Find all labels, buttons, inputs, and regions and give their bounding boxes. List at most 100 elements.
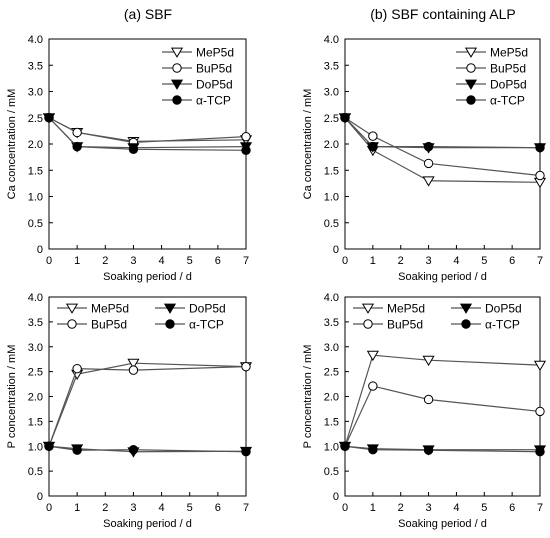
y-tick-label: 3.0 [28, 87, 43, 99]
x-tick-label: 5 [187, 502, 193, 514]
x-tick-label: 7 [243, 255, 249, 267]
series-4-line [48, 445, 247, 453]
x-tick-label: 3 [130, 255, 136, 267]
series-1-point [422, 355, 435, 367]
legend-marker [65, 303, 79, 314]
series-4-point [423, 445, 434, 455]
legend-marker [466, 63, 476, 73]
series-1-line [344, 117, 541, 183]
series-4-point [368, 141, 378, 152]
y-tick-label: 3.0 [324, 342, 339, 354]
x-tick-label: 7 [537, 255, 543, 267]
y-tick-label: 2.5 [324, 367, 339, 379]
series-2-point [241, 361, 251, 372]
x-tick-label: 2 [102, 255, 108, 267]
series-4-point [535, 447, 545, 457]
legend-label: DoP5d [196, 78, 233, 92]
y-tick-label: 3.0 [324, 87, 339, 99]
series-2-line [48, 117, 247, 144]
y-tick-label: 4.0 [324, 292, 339, 304]
series-2-point [128, 365, 139, 375]
series-2-line [344, 385, 541, 447]
series-4-point [535, 142, 545, 153]
legend-marker [67, 319, 77, 329]
series-4-point [241, 447, 251, 457]
chart-panel-2: 0 0.5 1.0 1.5 2.0 2.5 3.0 3.5 4.0 0 1 2 3 4 5 6 7 Soaking… [302, 34, 547, 283]
y-tick-label: 1.0 [28, 441, 43, 453]
x-tick-label: 6 [215, 255, 221, 267]
legend-marker [466, 95, 476, 105]
y-tick-label: 0.5 [324, 466, 339, 478]
legend-marker [163, 303, 177, 314]
legend-marker [170, 79, 184, 90]
x-tick-label: 6 [215, 502, 221, 514]
x-axis-label: Soaking period / d [398, 518, 487, 530]
y-tick-label: 0 [37, 491, 43, 503]
y-tick-label: 1.5 [28, 416, 43, 428]
legend-label: BuP5d [196, 62, 232, 76]
legend-marker [464, 79, 478, 90]
x-tick-label: 6 [509, 502, 515, 514]
series-1-line [344, 354, 541, 447]
series-2-point [72, 127, 82, 138]
legend-label: MeP5d [387, 302, 425, 316]
y-tick-label: 2.0 [324, 392, 339, 404]
legend-label: α-TCP [189, 318, 224, 332]
y-tick-label: 2.0 [324, 139, 339, 151]
y-tick-label: 4.0 [324, 34, 339, 46]
panels: 0 0.5 1.0 1.5 2.0 2.5 3.0 3.5 4.0 0 1 2 3 4 5 6 7 Soaking… [6, 34, 547, 530]
y-axis-label: Ca concentration / mM [6, 89, 18, 200]
y-tick-label: 3.5 [28, 317, 43, 329]
series-2-point [535, 406, 545, 417]
series-4-point [423, 141, 434, 152]
legend-label: DoP5d [485, 302, 522, 316]
x-tick-label: 5 [187, 255, 193, 267]
series-4-point [44, 113, 54, 123]
legend-marker [459, 303, 473, 314]
chart-panel-4: 0 0.5 1.0 1.5 2.0 2.5 3.0 3.5 4.0 0 1 2 3 4 5 6 7 Soaking… [302, 292, 547, 530]
series-1-line [48, 362, 247, 447]
chart-panel-3: 0 0.5 1.0 1.5 2.0 2.5 3.0 3.5 4.0 0 1 2 3 4 5 6 7 Soaking… [6, 292, 253, 530]
x-tick-label: 7 [243, 502, 249, 514]
series-1-point [422, 176, 435, 187]
y-tick-label: 1.0 [324, 192, 339, 204]
series-4-point [128, 144, 139, 154]
legend: MeP5d BuP5d DoP5d α-TCP [456, 46, 528, 108]
series-4-line [344, 445, 541, 453]
legend-label: MeP5d [196, 46, 234, 60]
legend-marker [464, 47, 478, 58]
legend-label: BuP5d [490, 62, 526, 76]
x-tick-label: 3 [130, 502, 136, 514]
column-title-right: (b) SBF containing ALP [370, 6, 516, 22]
x-tick-label: 2 [398, 502, 404, 514]
series-2-point [423, 158, 434, 169]
x-tick-label: 5 [481, 255, 487, 267]
legend-label: α-TCP [490, 94, 525, 108]
x-tick-label: 1 [370, 255, 376, 267]
series-1-point [127, 358, 140, 370]
series-4-point [340, 441, 350, 451]
series-4-point [72, 141, 82, 152]
legend: MeP5d BuP5d DoP5d α-TCP [353, 302, 522, 332]
y-tick-label: 0.5 [28, 218, 43, 230]
y-tick-label: 1.0 [324, 441, 339, 453]
x-tick-label: 1 [370, 502, 376, 514]
series-4-point [241, 145, 251, 156]
y-tick-label: 1.5 [324, 165, 339, 177]
y-axis-label: P concentration / mM [302, 345, 314, 449]
x-tick-label: 1 [74, 255, 80, 267]
legend-marker [172, 63, 182, 73]
x-tick-label: 0 [342, 502, 348, 514]
y-tick-label: 0 [333, 244, 339, 256]
series-2-line [48, 366, 247, 447]
x-tick-label: 4 [159, 255, 165, 267]
series-1-point [366, 350, 379, 362]
y-tick-label: 0.5 [28, 466, 43, 478]
legend-label: DoP5d [490, 78, 527, 92]
series-4-point [368, 445, 378, 455]
y-tick-label: 2.5 [28, 113, 43, 125]
legend-label: MeP5d [490, 46, 528, 60]
x-tick-label: 0 [46, 255, 52, 267]
x-tick-label: 2 [398, 255, 404, 267]
series-2-point [423, 394, 434, 405]
